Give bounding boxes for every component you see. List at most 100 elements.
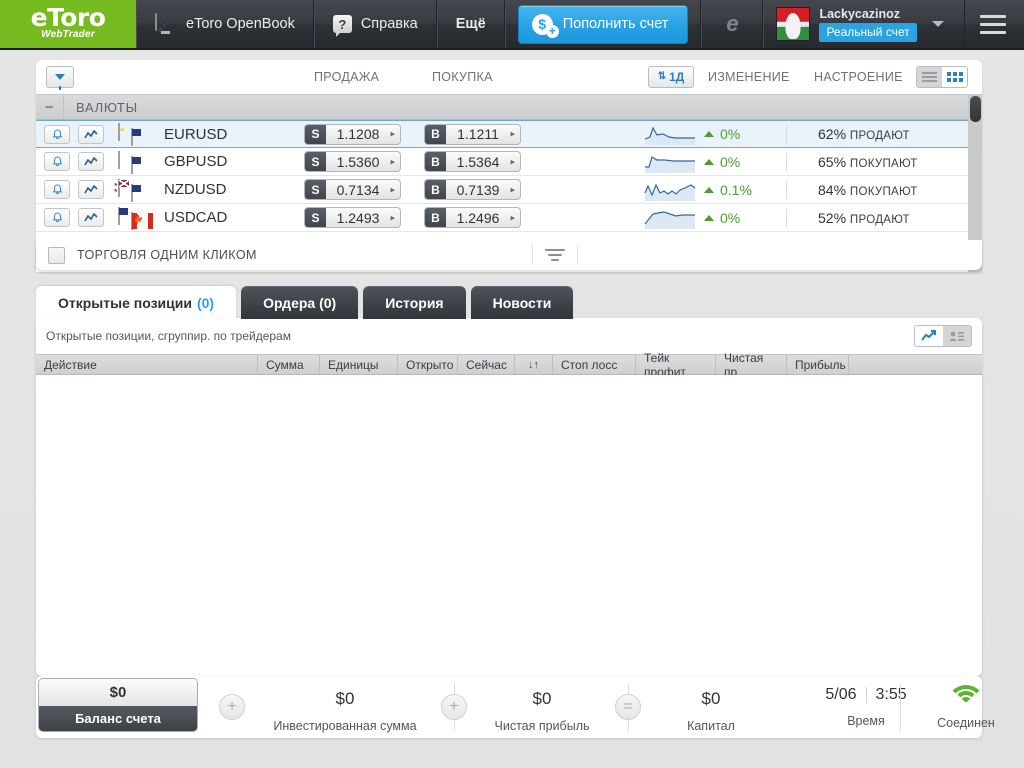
account-balance-button[interactable]: $0 Баланс счета xyxy=(38,678,198,732)
price-alert-button[interactable] xyxy=(44,124,70,144)
logo-tagline: WebTrader xyxy=(41,29,95,40)
account-status-bar: $0 Баланс счета + $0 Инвестированная сум… xyxy=(36,676,995,738)
portfolio-tabs: Открытые позиции (0) Ордера (0) История Ново… xyxy=(36,286,574,319)
change-value: 0.1% xyxy=(720,181,752,198)
filter-button[interactable] xyxy=(46,66,74,90)
tab-1[interactable]: Ордера (0) xyxy=(241,286,359,319)
triangle-up-icon xyxy=(704,131,714,137)
coin-dollar-glyph: $ xyxy=(538,16,547,32)
column-header-label: Сейчас xyxy=(466,357,507,372)
watchlist-row[interactable]: USDCAD S1.2493 B1.2496 0% 52% ПРОДАЮТ xyxy=(36,204,982,232)
sell-price-button[interactable]: S 1.1208 xyxy=(304,123,401,145)
list-view-icon xyxy=(922,70,937,84)
column-header[interactable]: Сейчас xyxy=(458,355,515,374)
plus-operator-badge-2: + xyxy=(441,694,467,720)
stat-equity: $0 Капитал xyxy=(630,689,792,733)
open-chart-button[interactable] xyxy=(78,208,104,227)
user-account-menu[interactable]: Lackycazinoz Реальный счет xyxy=(763,0,963,48)
sell-price-button[interactable]: S 1.5360 xyxy=(304,151,401,172)
sentiment-word: ПРОДАЮТ xyxy=(849,130,910,142)
etoro-mark-icon[interactable]: e xyxy=(701,0,764,48)
etoro-logo[interactable]: eToro WebTrader xyxy=(0,0,136,48)
people-list-icon xyxy=(949,331,964,341)
sentiment-word: ПОКУПАЮТ xyxy=(849,185,918,198)
watchlist-scrollbar[interactable] xyxy=(968,94,982,272)
buy-price-button[interactable]: B 1.1211 xyxy=(424,123,521,145)
tab-2[interactable]: История xyxy=(363,286,466,319)
change-cell: 0% xyxy=(704,210,740,226)
open-chart-button[interactable] xyxy=(78,124,104,144)
watchlist-section-currencies[interactable]: − ВАЛЮТЫ xyxy=(36,94,982,120)
sell-price-button[interactable]: S 0.7134 xyxy=(304,179,401,200)
logo-wordmark: eToro xyxy=(30,3,106,32)
price-alert-button[interactable] xyxy=(44,180,70,199)
balance-value: $0 xyxy=(39,679,197,706)
tab-3[interactable]: Новости xyxy=(470,286,574,319)
bell-icon xyxy=(52,212,62,223)
tab-label: История xyxy=(385,294,444,311)
list-view-button[interactable] xyxy=(917,67,942,87)
deposit-button[interactable]: $ + Пополнить счет xyxy=(517,4,689,44)
positions-table-header: Действие Сумма Единицы Открыто Сейчас ↓↑ Стоп … xyxy=(36,351,982,379)
currency-pair-flags xyxy=(118,150,152,174)
chart-view-button[interactable] xyxy=(915,326,943,346)
triangle-up-icon xyxy=(704,186,714,193)
buy-price-button[interactable]: B 1.5364 xyxy=(424,151,521,172)
sentiment-cell: 62% ПРОДАЮТ xyxy=(818,126,910,142)
watchlist-row[interactable]: EURUSD S1.1208 B1.1211 0% 62% ПРОДАЮТ xyxy=(36,120,982,148)
burger-line xyxy=(980,22,1007,26)
period-selector-button[interactable]: ⇅ 1Д xyxy=(648,66,694,88)
open-chart-button[interactable] xyxy=(78,152,104,171)
change-cell: 0% xyxy=(704,126,740,142)
nav-item-help[interactable]: ? Справка xyxy=(313,0,437,48)
view-mode-toggle xyxy=(916,66,968,88)
column-header[interactable]: Чистая пр xyxy=(716,351,787,379)
scrollbar-thumb[interactable] xyxy=(970,96,981,122)
sell-tag: S xyxy=(305,208,326,227)
row-sparkline xyxy=(643,151,699,173)
column-header[interactable]: Тейк профит xyxy=(636,351,716,379)
sort-updown-icon[interactable]: ↓↑ xyxy=(528,358,539,371)
price-alert-button[interactable] xyxy=(44,208,70,227)
grid-view-button[interactable] xyxy=(942,67,967,87)
one-click-checkbox[interactable] xyxy=(48,246,65,264)
price-alert-button[interactable] xyxy=(44,152,70,171)
tab-0[interactable]: Открытые позиции (0) xyxy=(36,286,237,319)
currency-pair-flags xyxy=(118,123,152,146)
plus-operator-badge: + xyxy=(219,694,245,720)
watchlist-row[interactable]: NZDUSD S0.7134 B0.7139 0.1% 84% ПОКУПАЮТ xyxy=(36,176,982,204)
sentiment-word: ПОКУПАЮТ xyxy=(849,157,918,170)
nav-item-more[interactable]: Ещё xyxy=(436,0,505,48)
hamburger-menu-button[interactable] xyxy=(963,0,1022,48)
collapse-toggle-icon[interactable]: − xyxy=(36,95,64,119)
nav-item-openbook[interactable]: eToro OpenBook xyxy=(136,0,314,48)
column-header[interactable]: ↓↑ xyxy=(515,355,553,374)
chevron-down-icon[interactable] xyxy=(931,21,944,27)
time-row: 5/06 3:55 xyxy=(825,686,907,704)
buy-price-button[interactable]: B 0.7139 xyxy=(424,179,521,200)
nav-more-label: Ещё xyxy=(455,16,486,32)
flag-uk xyxy=(118,150,120,169)
profit-label: Чистая прибыль xyxy=(494,719,590,733)
settings-sliders-icon[interactable] xyxy=(532,245,578,265)
column-header[interactable]: Стоп лосс xyxy=(553,355,636,374)
watchlist-col-change: ИЗМЕНЕНИЕ xyxy=(708,70,790,84)
stat-net-profit: $0 Чистая прибыль xyxy=(456,689,628,733)
sell-price-value: 1.2493 xyxy=(326,210,400,226)
column-header[interactable]: Прибыль xyxy=(787,355,849,374)
column-header[interactable]: Действие xyxy=(36,355,258,374)
column-header[interactable]: Единицы xyxy=(320,355,398,374)
column-header[interactable]: Сумма xyxy=(258,355,320,374)
traders-view-button[interactable] xyxy=(943,326,971,346)
watchlist-panel: ПРОДАЖА ПОКУПКА ⇅ 1Д ИЗМЕНЕНИЕ НАСТРОЕНИ… xyxy=(36,60,982,272)
buy-price-value: 0.7139 xyxy=(446,182,520,198)
etoro-mark-glyph: e xyxy=(726,11,739,36)
user-name: Lackycazinoz xyxy=(819,6,901,21)
column-header[interactable]: Открыто xyxy=(398,355,458,374)
watchlist-row[interactable]: GBPUSD S1.5360 B1.5364 0% 65% ПОКУПАЮТ xyxy=(36,148,982,176)
divider-3 xyxy=(900,683,901,731)
buy-price-button[interactable]: B 1.2496 xyxy=(424,207,521,228)
sell-price-button[interactable]: S 1.2493 xyxy=(304,207,401,228)
open-chart-button[interactable] xyxy=(78,180,104,199)
